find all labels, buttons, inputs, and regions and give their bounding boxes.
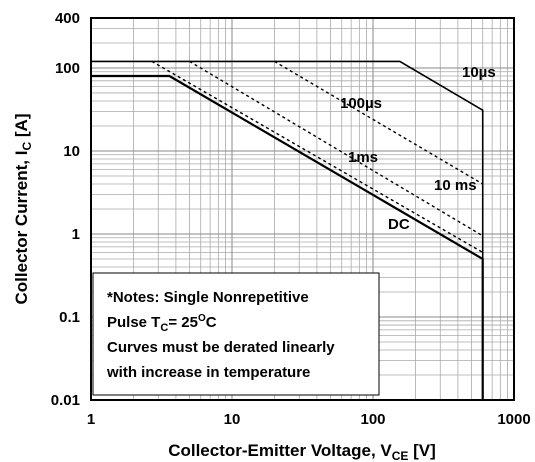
note-line: Pulse TC= 25OC (107, 313, 217, 334)
y-tick-label: 1 (72, 226, 80, 243)
x-label-part: [V] (408, 441, 435, 460)
series-line (189, 60, 484, 237)
y-label-part: [A] (12, 114, 31, 142)
y-tick-label: 400 (55, 10, 80, 27)
series-line (151, 60, 484, 254)
note-part: C (206, 314, 217, 331)
series-line (91, 60, 484, 400)
notes-box (92, 272, 380, 396)
note-part: with increase in temperature (106, 364, 310, 381)
series-label: 100µs (340, 95, 382, 112)
y-tick-label: 0.01 (51, 392, 80, 409)
note-part: Pulse T (107, 314, 160, 331)
note-part: = 25 (168, 314, 198, 331)
x-axis-label: Collector-Emitter Voltage, VCE [V] (168, 441, 436, 462)
y-tick-label: 10 (63, 143, 80, 160)
series-line (274, 60, 484, 185)
x-label-part: CE (392, 449, 409, 462)
x-tick-label: 1000 (497, 411, 530, 428)
note-line: *Notes: Single Nonrepetitive (107, 289, 309, 306)
y-tick-label: 0.1 (59, 309, 80, 326)
note-part: C (160, 322, 168, 334)
y-label-part: Collector Current, I (12, 151, 31, 305)
y-axis-label: Collector Current, IC [A] (12, 114, 34, 305)
series-label: 1ms (348, 149, 378, 166)
series-label: DC (388, 216, 410, 233)
x-tick-label: 10 (224, 411, 241, 428)
y-tick-label: 100 (55, 60, 80, 77)
note-line: Curves must be derated linearly (107, 339, 335, 356)
series-label: 10µs (462, 64, 496, 81)
x-tick-label: 1 (87, 411, 95, 428)
note-line: with increase in temperature (106, 364, 310, 381)
y-label-part: C (20, 142, 34, 151)
note-part: O (198, 313, 206, 324)
series-line (91, 74, 484, 400)
x-tick-label: 100 (360, 411, 385, 428)
note-part: Curves must be derated linearly (107, 339, 335, 356)
plot-frame (90, 17, 515, 401)
series-label: 10 ms (434, 177, 477, 194)
x-label-part: Collector-Emitter Voltage, V (168, 441, 392, 460)
note-part: *Notes: Single Nonrepetitive (107, 289, 309, 306)
